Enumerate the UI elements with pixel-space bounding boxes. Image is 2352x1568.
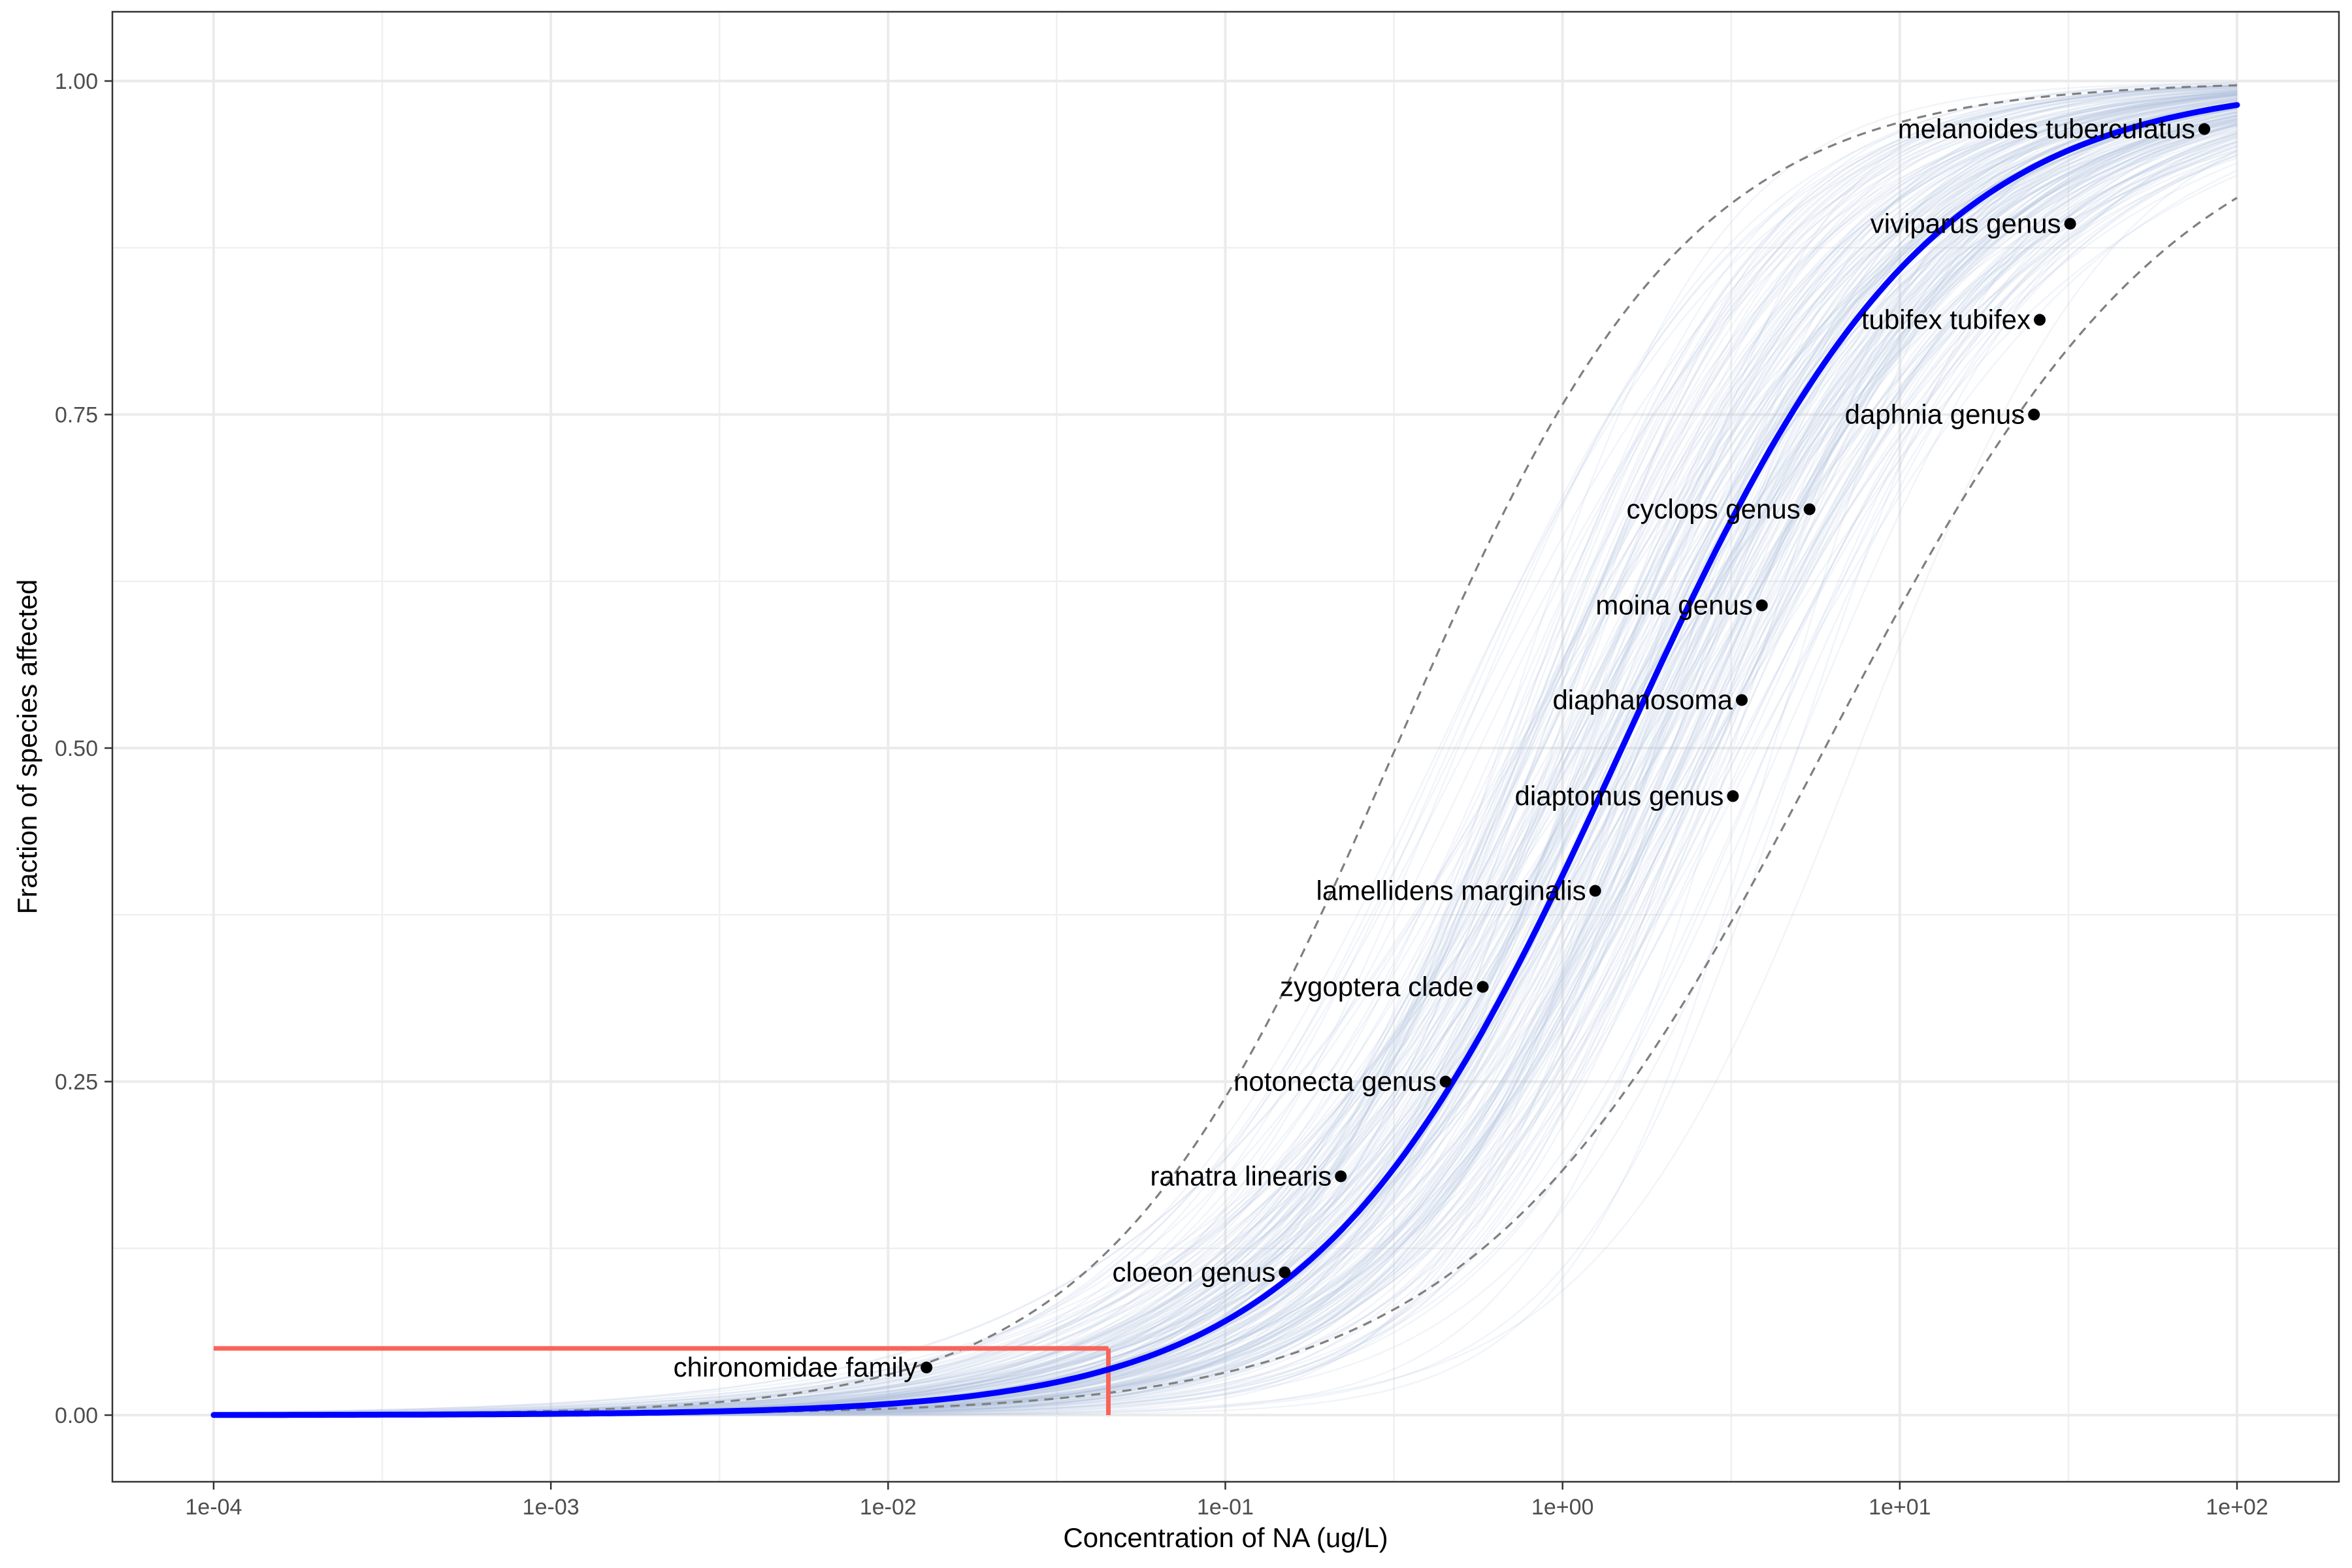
species-label: diaphanosoma: [1552, 684, 1733, 715]
y-tick-label: 0.25: [55, 1070, 98, 1095]
species-label: chironomidae family: [674, 1352, 918, 1382]
bootstrap-curve: [213, 94, 2238, 1415]
data-point: [1279, 1266, 1291, 1279]
bootstrap-curve: [213, 130, 2238, 1415]
x-tick-label: 1e-01: [1197, 1495, 1254, 1520]
bootstrap-curve: [213, 120, 2238, 1414]
data-points: [921, 123, 2210, 1374]
species-label: cyclops genus: [1627, 493, 1801, 524]
bootstrap-curve: [214, 119, 2238, 1415]
bootstrap-curve: [213, 144, 2238, 1414]
species-label: ranatra linearis: [1150, 1160, 1331, 1191]
species-label: daphnia genus: [1845, 399, 2025, 430]
x-axis-title: Concentration of NA (ug/L): [1063, 1522, 1388, 1553]
bootstrap-curve: [213, 111, 2238, 1415]
species-label: diaptomus genus: [1515, 781, 1724, 811]
y-tick-label: 0.50: [55, 736, 98, 761]
bootstrap-curve: [213, 128, 2238, 1415]
species-label: tubifex tubifex: [1861, 304, 2031, 335]
species-label: notonecta genus: [1233, 1066, 1437, 1097]
y-axis-title: Fraction of species affected: [12, 580, 42, 915]
bootstrap-curve: [214, 91, 2238, 1416]
species-labels: chironomidae family cloeon genus ranatra l…: [674, 114, 2195, 1383]
data-point: [1439, 1075, 1452, 1088]
y-tick-label: 0.75: [55, 403, 98, 428]
fitted-curve: [210, 102, 2240, 1418]
x-tick-label: 1e-02: [860, 1495, 917, 1520]
species-label: moina genus: [1595, 590, 1753, 621]
species-label: lamellidens marginalis: [1316, 875, 1586, 906]
data-point: [921, 1362, 933, 1374]
y-axis-ticks: 0.00 0.25 0.50 0.75 1.00: [55, 69, 112, 1428]
data-point: [1335, 1170, 1347, 1183]
data-point: [2034, 314, 2046, 326]
x-tick-label: 1e+00: [1531, 1495, 1594, 1520]
data-point: [1756, 599, 1768, 612]
data-point: [2028, 408, 2040, 421]
bootstrap-curve: [213, 148, 2238, 1414]
species-label: cloeon genus: [1113, 1257, 1276, 1288]
x-axis-ticks: 1e-04 1e-03 1e-02 1e-01 1e+00 1e+01 1e+02: [186, 1482, 2268, 1520]
species-label: viviparus genus: [1870, 208, 2061, 238]
data-point: [2064, 218, 2076, 230]
x-tick-label: 1e+01: [1869, 1495, 1931, 1520]
data-point: [1477, 981, 1489, 993]
y-tick-label: 1.00: [55, 69, 98, 94]
x-tick-label: 1e-04: [186, 1495, 242, 1520]
species-label: melanoides tuberculatus: [1898, 114, 2195, 144]
bootstrap-curve: [213, 121, 2238, 1415]
data-point: [2198, 123, 2210, 135]
y-tick-label: 0.00: [55, 1403, 98, 1428]
data-point: [1803, 503, 1816, 515]
bootstrap-curve: [213, 150, 2238, 1414]
bootstrap-curve: [214, 103, 2238, 1415]
fitted-ssd-curve: [210, 102, 2240, 1418]
data-point: [1589, 885, 1601, 897]
bootstrap-curve: [213, 118, 2238, 1415]
x-tick-label: 1e+02: [2206, 1495, 2268, 1520]
data-point: [1735, 694, 1748, 706]
x-tick-label: 1e-03: [523, 1495, 580, 1520]
species-label: zygoptera clade: [1280, 972, 1474, 1002]
hc5-marker: [214, 1346, 1111, 1415]
data-point: [1727, 790, 1739, 802]
bootstrap-curve: [213, 157, 2238, 1414]
bootstrap-curve: [213, 107, 2238, 1415]
bootstrap-curve: [213, 118, 2238, 1414]
bootstrap-curve: [213, 140, 2238, 1414]
